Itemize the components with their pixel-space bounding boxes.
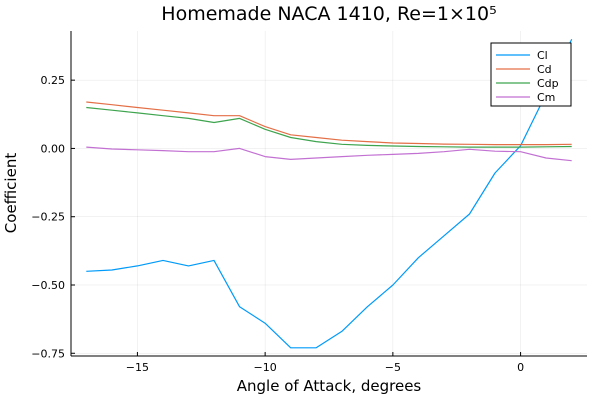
y-tick-label: −0.25 <box>31 211 65 224</box>
series-line-cl <box>86 38 573 349</box>
axes <box>70 31 587 357</box>
legend-label-cm: Cm <box>537 91 555 104</box>
series-line-cdp <box>86 106 572 148</box>
x-tick-label: 0 <box>517 361 524 374</box>
series-line-cd <box>86 101 572 146</box>
y-axis-title: Coefficient <box>2 153 20 234</box>
series-group <box>86 38 573 349</box>
x-axis-title: Angle of Attack, degrees <box>237 377 422 395</box>
chart-title: Homemade NACA 1410, Re=1×10⁵ <box>161 3 496 25</box>
legend-label-cd: Cd <box>537 63 552 76</box>
ticks: −15 −10 −5 0 −0.75 −0.50 −0.25 0.00 0.25 <box>31 74 524 374</box>
y-tick-label: −0.50 <box>31 279 65 292</box>
series-line-cm <box>86 146 572 162</box>
x-tick-label: −10 <box>254 361 277 374</box>
legend-box <box>490 42 572 107</box>
legend-label-cdp: Cdp <box>537 77 559 90</box>
y-tick-label: 0.00 <box>41 142 66 155</box>
y-tick-label: 0.25 <box>41 74 66 87</box>
x-tick-label: −15 <box>126 361 149 374</box>
x-tick-label: −5 <box>385 361 401 374</box>
legend-label-cl: Cl <box>537 49 548 62</box>
y-tick-label: −0.75 <box>31 347 65 360</box>
